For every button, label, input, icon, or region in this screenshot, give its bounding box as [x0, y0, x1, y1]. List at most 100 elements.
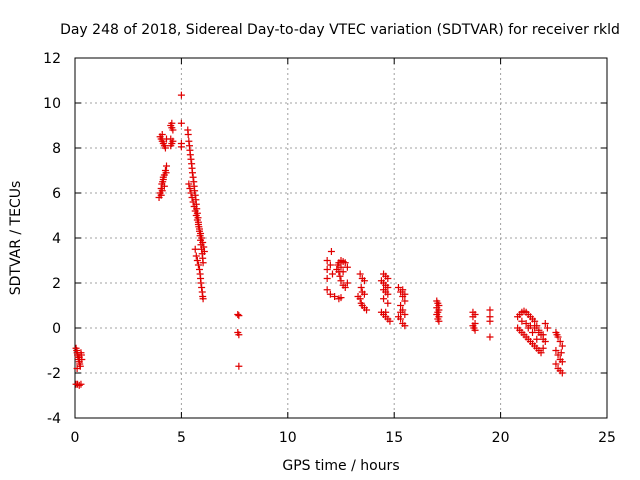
data-point — [162, 169, 170, 177]
data-point — [189, 198, 197, 206]
data-point — [195, 266, 203, 273]
data-point — [199, 259, 207, 267]
data-point — [327, 248, 335, 255]
data-point — [556, 338, 564, 345]
data-point — [533, 335, 541, 343]
data-point — [195, 225, 203, 233]
data-point — [192, 252, 200, 260]
data-point — [486, 317, 494, 325]
data-point — [469, 313, 477, 321]
data-point — [337, 277, 345, 285]
data-point — [384, 299, 392, 307]
chart-title: Day 248 of 2018, Sidereal Day-to-day VTE… — [60, 22, 620, 38]
data-point — [552, 347, 560, 354]
data-point — [360, 290, 368, 298]
data-point — [541, 320, 549, 327]
y-tick-label: 8 — [52, 141, 61, 157]
y-tick-label: 10 — [43, 96, 61, 112]
data-point — [199, 295, 207, 303]
data-point — [235, 362, 243, 370]
data-point — [401, 290, 409, 298]
x-tick-label: 15 — [385, 430, 403, 446]
data-point — [539, 344, 547, 352]
data-point — [235, 312, 243, 320]
data-point — [234, 311, 242, 318]
data-point — [537, 349, 545, 357]
data-point — [384, 284, 392, 291]
data-point — [401, 297, 409, 305]
data-point — [177, 143, 185, 151]
data-point — [380, 295, 388, 303]
data-point — [557, 349, 565, 357]
data-point — [191, 187, 199, 195]
x-axis-label: GPS time / hours — [282, 458, 399, 474]
data-point — [336, 272, 344, 280]
data-point — [75, 381, 83, 389]
x-tick-label: 10 — [279, 430, 297, 446]
data-point — [187, 155, 195, 163]
data-point — [531, 324, 539, 332]
data-point — [194, 261, 202, 269]
data-point — [197, 230, 205, 237]
data-point — [339, 268, 347, 276]
data-point — [323, 286, 331, 294]
data-point — [394, 313, 402, 321]
data-point — [399, 286, 407, 294]
data-point — [543, 324, 551, 332]
data-point — [185, 137, 193, 145]
data-point — [186, 151, 194, 159]
x-tick-label: 0 — [71, 430, 80, 446]
data-point — [539, 331, 547, 339]
data-point — [518, 317, 526, 325]
data-point — [191, 207, 199, 215]
data-point — [177, 91, 185, 99]
data-point — [470, 324, 478, 332]
plot-frame — [74, 57, 608, 419]
data-point — [187, 189, 195, 197]
data-point — [435, 317, 443, 325]
data-point — [522, 320, 530, 327]
data-point — [357, 284, 365, 291]
x-tick-label: 20 — [492, 430, 510, 446]
data-point — [75, 353, 83, 361]
data-point — [198, 234, 206, 242]
data-point — [343, 263, 351, 271]
data-point — [356, 270, 364, 278]
data-point — [158, 131, 166, 138]
x-tick-label: 25 — [598, 430, 616, 446]
data-point — [197, 279, 205, 287]
y-tick-label: 2 — [52, 276, 61, 292]
data-point — [552, 360, 560, 368]
data-point — [535, 329, 543, 336]
data-point — [184, 131, 192, 138]
data-point — [200, 248, 208, 255]
data-point — [363, 306, 371, 314]
data-point — [193, 216, 201, 224]
data-point — [323, 257, 331, 264]
data-point — [397, 302, 405, 309]
data-point — [185, 180, 193, 188]
data-point — [199, 239, 207, 246]
data-point — [531, 317, 539, 325]
grid-lines — [75, 58, 607, 418]
data-point — [192, 212, 200, 219]
data-point — [486, 333, 494, 341]
data-point — [188, 194, 196, 201]
y-tick-label: 4 — [52, 231, 61, 247]
data-point — [343, 279, 351, 287]
y-axis-label: SDTVAR / TECUs — [8, 181, 24, 296]
x-tick-label: 5 — [177, 430, 186, 446]
data-point — [394, 284, 402, 291]
data-point — [541, 338, 549, 345]
data-point — [401, 311, 409, 318]
data-point — [191, 245, 199, 253]
data-point — [189, 173, 197, 181]
data-point — [193, 257, 201, 264]
data-point — [326, 290, 334, 298]
data-point — [160, 182, 168, 190]
data-point — [161, 144, 169, 152]
x-tick-labels: 0 5 10 15 20 25 — [71, 430, 616, 446]
data-point — [386, 317, 394, 325]
data-point — [377, 277, 385, 285]
data-point — [553, 331, 561, 339]
